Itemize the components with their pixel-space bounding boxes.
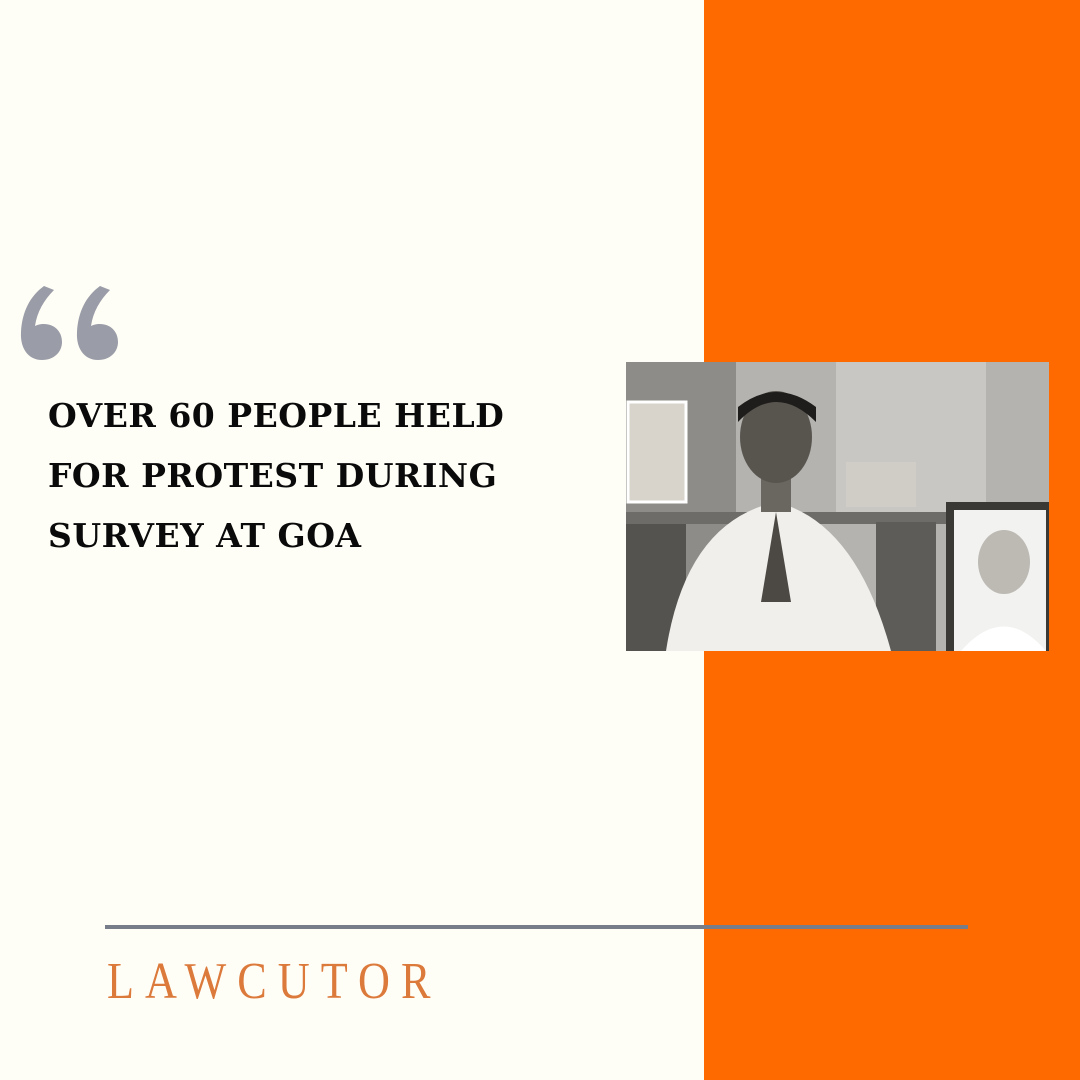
headline-line: SURVEY AT GOA bbox=[48, 516, 362, 555]
brand-name: LAWCUTOR bbox=[107, 953, 442, 1010]
headline-line: OVER 60 PEOPLE HELD bbox=[48, 396, 505, 435]
divider-line bbox=[105, 925, 968, 929]
headline-line: FOR PROTEST DURING bbox=[48, 456, 498, 495]
quote-mark-icon bbox=[20, 286, 118, 360]
news-photo bbox=[626, 362, 1049, 651]
headline: OVER 60 PEOPLE HELD FOR PROTEST DURING S… bbox=[48, 386, 504, 566]
